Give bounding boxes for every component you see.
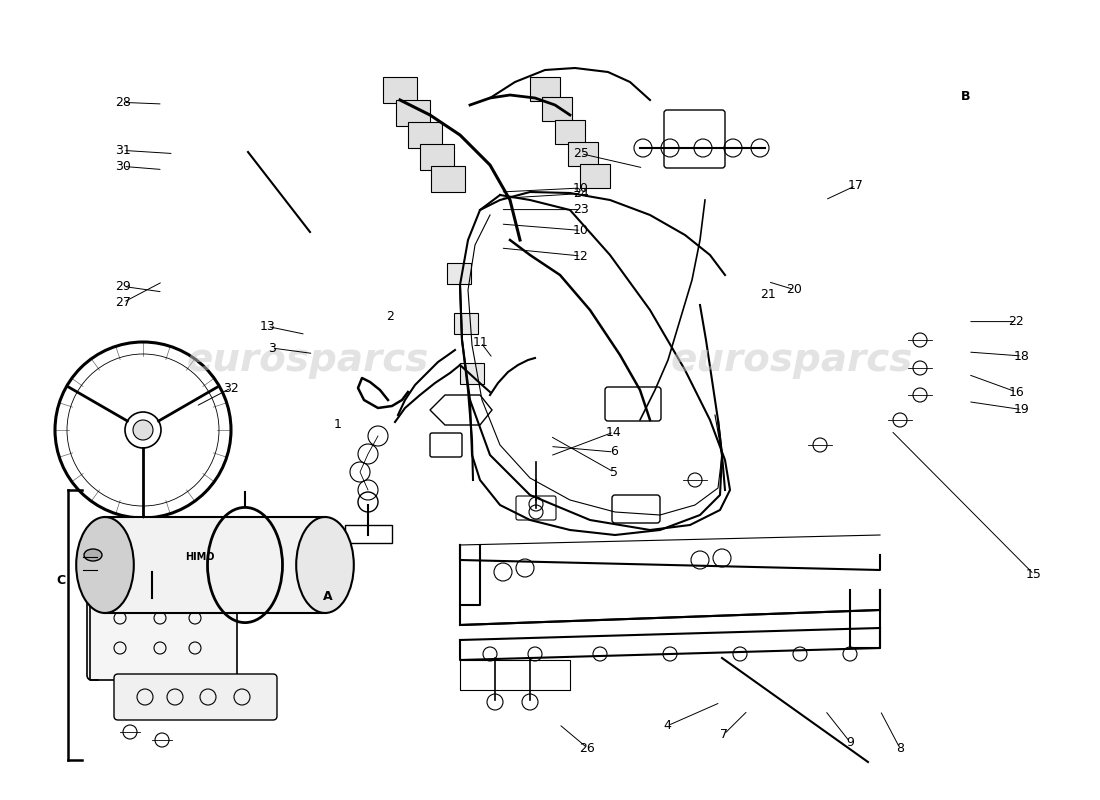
Text: 11: 11 [473,336,488,349]
Polygon shape [460,363,484,384]
Ellipse shape [84,549,102,561]
Polygon shape [580,164,611,188]
FancyBboxPatch shape [87,595,237,680]
Text: 19: 19 [1014,403,1030,416]
Text: 27: 27 [116,296,131,309]
Text: 23: 23 [573,203,588,216]
Circle shape [133,420,153,440]
Text: 2: 2 [386,310,395,322]
Polygon shape [556,120,585,144]
FancyBboxPatch shape [104,517,324,613]
Text: 10: 10 [573,224,588,237]
Ellipse shape [296,517,354,613]
Text: 31: 31 [116,144,131,157]
Polygon shape [542,97,572,121]
Text: 1: 1 [333,418,342,430]
Text: 21: 21 [760,288,775,301]
Text: 22: 22 [1009,315,1024,328]
FancyBboxPatch shape [114,674,277,720]
Text: 8: 8 [895,742,904,754]
Text: 24: 24 [573,187,588,200]
Polygon shape [408,122,442,148]
Text: A: A [323,590,332,602]
Polygon shape [568,142,598,166]
Polygon shape [454,313,478,334]
Text: 30: 30 [116,160,131,173]
Text: 4: 4 [663,719,672,732]
Text: C: C [56,574,65,586]
Polygon shape [396,100,430,126]
Text: 12: 12 [573,250,588,262]
Text: 13: 13 [260,320,275,333]
Polygon shape [447,263,471,284]
Polygon shape [383,77,417,103]
Text: 9: 9 [846,736,855,749]
Text: 16: 16 [1009,386,1024,398]
Text: 26: 26 [580,742,595,754]
Polygon shape [420,144,454,170]
Text: 28: 28 [116,96,131,109]
Polygon shape [431,166,465,192]
Text: 14: 14 [606,426,621,438]
Text: 25: 25 [573,147,588,160]
Text: 10: 10 [573,182,588,194]
Text: eurosparcs: eurosparcs [187,341,429,379]
Text: 17: 17 [848,179,864,192]
Text: 7: 7 [719,728,728,741]
Text: 32: 32 [223,382,239,394]
Ellipse shape [76,517,134,613]
Text: 29: 29 [116,280,131,293]
Text: 20: 20 [786,283,802,296]
Polygon shape [530,77,560,101]
Text: 5: 5 [609,466,618,478]
Text: B: B [961,90,970,102]
Text: 6: 6 [609,446,618,458]
Text: 18: 18 [1014,350,1030,362]
Text: eurosparcs: eurosparcs [671,341,913,379]
Text: 15: 15 [1026,568,1042,581]
Text: 3: 3 [267,342,276,354]
Text: HIMO: HIMO [185,552,214,562]
